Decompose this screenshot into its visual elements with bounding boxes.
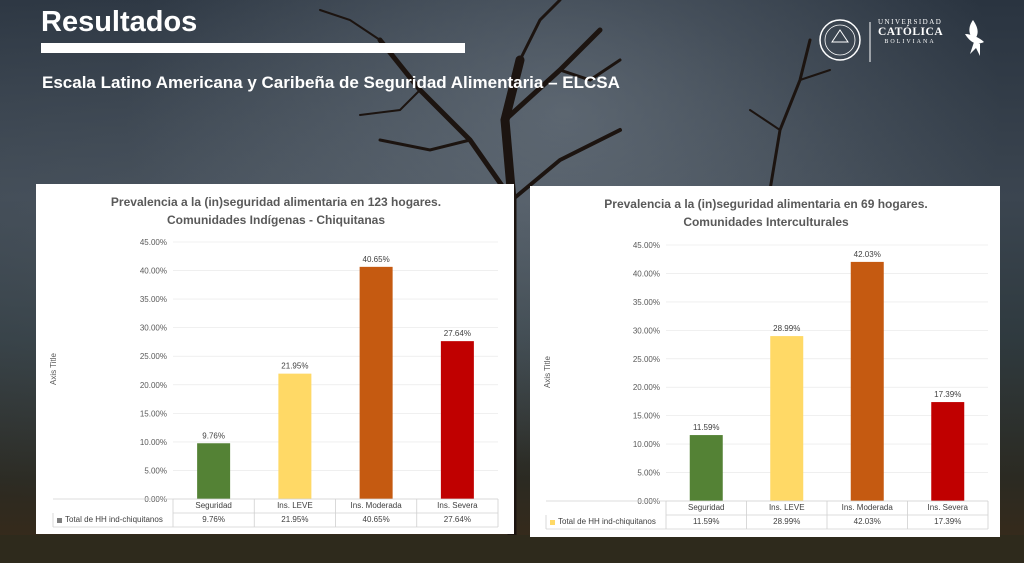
bar-seguridad — [689, 435, 723, 501]
y-tick-label: 20.00% — [140, 381, 167, 390]
bar-ins-severa — [931, 402, 965, 501]
title-underline — [41, 43, 465, 53]
data-label: 9.76% — [202, 431, 225, 440]
table-value: 28.99% — [773, 517, 800, 526]
y-tick-label: 30.00% — [633, 326, 660, 335]
legend-series-name: Total de HH ind-chiquitanos — [65, 515, 163, 524]
dove-icon — [965, 20, 984, 56]
page-subtitle: Escala Latino Americana y Caribeña de Se… — [42, 73, 620, 92]
y-axis-title: Axis Title — [49, 352, 58, 385]
y-tick-label: 5.00% — [637, 469, 660, 478]
x-category-label: Seguridad — [195, 501, 231, 510]
table-value: 9.76% — [202, 515, 225, 524]
bar-ins-moderada — [850, 261, 884, 501]
y-tick-label: 25.00% — [140, 352, 167, 361]
data-label: 21.95% — [281, 362, 308, 371]
bar-chart-chiquitanas: Prevalencia a la (in)seguridad alimentar… — [49, 195, 499, 528]
x-category-label: Ins. LEVE — [277, 501, 313, 510]
data-label: 40.65% — [363, 255, 390, 264]
y-tick-label: 35.00% — [633, 298, 660, 307]
y-tick-label: 30.00% — [140, 324, 167, 333]
y-tick-label: 40.00% — [140, 267, 167, 276]
logo-wordmark: UNIVERSIDAD CATÓLICA BOLIVIANA — [878, 18, 944, 45]
chart-subtitle: Comunidades Interculturales — [683, 215, 849, 229]
table-value: 21.95% — [281, 515, 308, 524]
university-logo — [819, 19, 984, 62]
chart-panel-chiquitanas: Prevalencia a la (in)seguridad alimentar… — [36, 184, 514, 534]
y-tick-label: 45.00% — [140, 238, 167, 247]
y-tick-label: 5.00% — [144, 466, 167, 475]
table-value: 17.39% — [934, 517, 961, 526]
bar-ins-leve — [770, 336, 804, 501]
x-category-label: Seguridad — [688, 503, 724, 512]
legend-series-name: Total de HH ind-chiquitanos — [558, 517, 656, 526]
table-value: 27.64% — [444, 515, 471, 524]
chart-title: Prevalencia a la (in)seguridad alimentar… — [111, 195, 441, 209]
y-tick-label: 15.00% — [140, 409, 167, 418]
x-category-label: Ins. Severa — [928, 503, 969, 512]
data-label: 17.39% — [934, 390, 961, 399]
y-tick-label: 25.00% — [633, 355, 660, 364]
bar-seguridad — [197, 443, 231, 499]
table-value: 42.03% — [854, 517, 881, 526]
x-category-label: Ins. Moderada — [351, 501, 403, 510]
bar-ins-moderada — [359, 266, 393, 499]
table-value: 40.65% — [363, 515, 390, 524]
legend-key — [57, 518, 62, 523]
y-tick-label: 0.00% — [144, 495, 167, 504]
chart-subtitle: Comunidades Indígenas - Chiquitanas — [167, 213, 385, 227]
chart-title: Prevalencia a la (in)seguridad alimentar… — [604, 197, 927, 211]
y-tick-label: 35.00% — [140, 295, 167, 304]
data-label: 11.59% — [693, 423, 720, 432]
y-tick-label: 10.00% — [633, 440, 660, 449]
y-tick-label: 15.00% — [633, 412, 660, 421]
chart-panel-interculturales: Prevalencia a la (in)seguridad alimentar… — [530, 186, 1000, 537]
page-title: Resultados — [41, 6, 198, 38]
bar-ins-severa — [440, 341, 474, 499]
x-category-label: Ins. Moderada — [842, 503, 894, 512]
seal-icon — [819, 19, 861, 61]
y-tick-label: 10.00% — [140, 438, 167, 447]
data-label: 28.99% — [773, 324, 800, 333]
table-value: 11.59% — [693, 517, 720, 526]
x-category-label: Ins. LEVE — [769, 503, 805, 512]
x-category-label: Ins. Severa — [437, 501, 478, 510]
legend-key — [550, 520, 555, 525]
y-tick-label: 40.00% — [633, 269, 660, 278]
bar-ins-leve — [278, 373, 312, 499]
y-tick-label: 0.00% — [637, 497, 660, 506]
y-tick-label: 45.00% — [633, 241, 660, 250]
y-axis-title: Axis Title — [543, 355, 552, 388]
bar-chart-interculturales: Prevalencia a la (in)seguridad alimentar… — [543, 197, 989, 530]
y-tick-label: 20.00% — [633, 383, 660, 392]
data-label: 42.03% — [854, 250, 881, 259]
data-label: 27.64% — [444, 329, 471, 338]
